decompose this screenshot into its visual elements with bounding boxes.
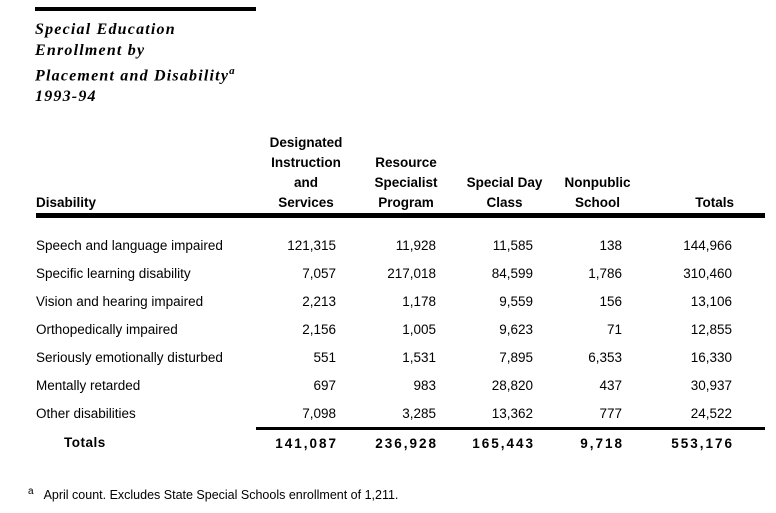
title-line-3: Placement and Disabilitya [35,61,235,86]
row-label: Mentally retarded [36,377,141,393]
row-label: Other disabilities [36,406,136,422]
cell-value: 1,786 [588,265,622,281]
cell-value: 24,522 [690,405,732,421]
footnote-text: April count. Excludes State Special Scho… [43,488,399,503]
cell-value: 1,178 [402,293,436,309]
cell-value: 9,559 [499,293,533,309]
title-line-2: Enrollment by [35,42,146,59]
cell-value: 16,330 [690,349,732,365]
cell-value: 777 [599,405,622,421]
cell-value: 138 [599,237,622,253]
cell-value: 7,057 [302,265,336,281]
cell-value: 11,585 [492,237,533,253]
cell-value: 7,895 [499,349,533,365]
totals-value: 165,443 [456,427,553,457]
cell-value: 9,623 [499,321,533,337]
totals-value: 553,176 [642,427,765,457]
column-header-line: Class [486,195,523,210]
column-header-line: Resource [375,155,437,170]
cell-value: 983 [413,377,436,393]
cell-value: 1,005 [402,321,436,337]
column-header-line: School [574,195,620,210]
cell-value: 2,213 [302,293,336,309]
column-header-line: Special Day [466,175,543,190]
footnote: a April count. Excludes State Special Sch… [28,486,398,502]
table-row: Specific learning disability 7,057 217,018… [36,259,765,287]
column-header-line: Designated [269,135,343,150]
table-row: Other disabilities 7,098 3,285 13,362 777 24,… [36,399,765,429]
row-label: Speech and language impaired [36,237,223,253]
column-header-disability: Disability [36,133,256,218]
column-header: Designated Instruction and Services [256,133,356,218]
cell-value: 30,937 [690,377,732,393]
enrollment-table: Disability Designated Instruction and Servi… [36,133,765,457]
totals-value: 141,087 [256,427,356,457]
cell-value: 84,599 [491,265,533,281]
table-row: Orthopedically impaired 2,156 1,005 9,623 71… [36,315,765,343]
cell-value: 3,285 [402,405,436,421]
cell-value: 217,018 [387,265,436,281]
cell-value: 13,106 [690,293,732,309]
row-label: Orthopedically impaired [36,321,178,337]
column-header-line: Nonpublic [564,175,631,190]
table-row: Seriously emotionally disturbed 551 1,531 7… [36,343,765,371]
cell-value: 551 [313,349,336,365]
cell-value: 697 [313,377,336,393]
totals-label: Totals [64,435,106,451]
cell-value: 144,966 [683,237,732,253]
cell-value: 28,820 [491,377,533,393]
cell-value: 6,353 [588,349,622,365]
cell-value: 11,928 [395,237,436,253]
column-header-line: Instruction [271,155,341,170]
row-label: Vision and hearing impaired [36,293,204,309]
column-header: Nonpublic School [553,133,642,218]
cell-value: 2,156 [302,321,336,337]
header-row: Disability Designated Instruction and Servi… [36,133,765,218]
title-line-1: Special Education [35,21,176,38]
totals-row: Totals 141,087 236,928 165,443 9,718 553,176 [36,427,765,457]
cell-value: 156 [599,293,622,309]
column-header-line: and [293,175,318,190]
cell-value: 13,362 [491,405,533,421]
column-header: Special Day Class [456,133,553,218]
cell-value: 121,315 [287,237,336,253]
cell-value: 310,460 [683,265,732,281]
row-label: Seriously emotionally disturbed [36,349,223,365]
table-row: Vision and hearing impaired 2,213 1,178 9,5… [36,287,765,315]
title-footnote-superscript: a [229,65,235,77]
title-rule [35,7,256,11]
row-label: Specific learning disability [36,265,191,281]
cell-value: 1,531 [402,349,436,365]
cell-value: 71 [606,321,622,337]
column-header-line: Services [278,195,334,210]
column-header: Resource Specialist Program [356,133,456,218]
footnote-marker: a [28,486,34,497]
column-header-line: Specialist [374,175,438,190]
cell-value: 7,098 [302,405,336,421]
column-header-line: Totals [695,195,734,210]
totals-value: 9,718 [553,427,642,457]
table-row: Mentally retarded 697 983 28,820 437 30,937 [36,371,765,399]
table-row: Speech and language impaired 121,315 11,92… [36,216,765,260]
cell-value: 12,855 [690,321,732,337]
totals-value: 236,928 [356,427,456,457]
report-title: Special Education Enrollment by Placemen… [35,19,235,107]
title-line-4: 1993-94 [35,88,97,106]
title-line-3-text: Placement and Disability [35,67,230,85]
cell-value: 437 [599,377,622,393]
column-header-line: Program [378,195,434,210]
column-header: Totals [642,133,765,218]
